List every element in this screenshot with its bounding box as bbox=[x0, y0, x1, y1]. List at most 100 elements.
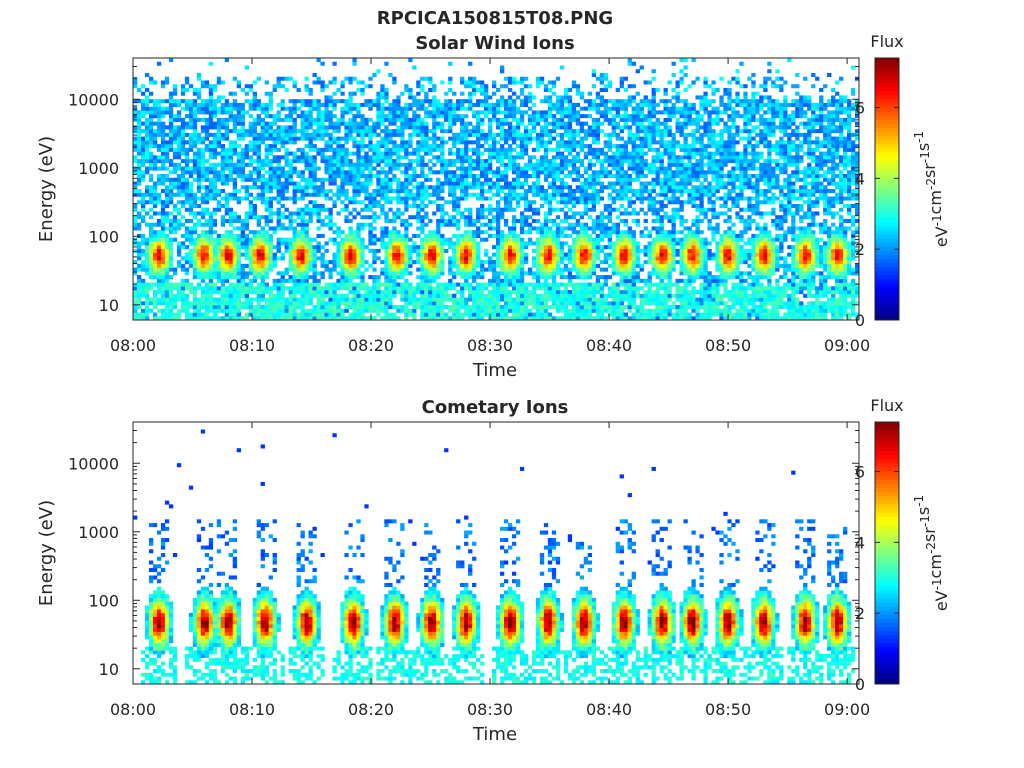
spectrogram-cell bbox=[412, 305, 417, 310]
spectrogram-cell bbox=[133, 181, 138, 186]
spectrogram-cell bbox=[444, 159, 449, 164]
spectrogram-cell bbox=[436, 185, 441, 190]
spectrogram-cell bbox=[376, 282, 381, 287]
spectrogram-cell bbox=[404, 267, 409, 272]
spectrogram-cell bbox=[133, 301, 138, 306]
spectrogram-cell bbox=[328, 290, 333, 295]
spectrogram-cell bbox=[268, 166, 273, 171]
spectrogram-cell bbox=[543, 282, 549, 287]
spectrogram-cell bbox=[200, 177, 206, 182]
spectrogram-cell bbox=[328, 211, 333, 216]
spectrogram-cell bbox=[144, 256, 150, 261]
spectrogram-cell bbox=[312, 72, 317, 78]
spectrogram-cell bbox=[432, 99, 437, 104]
spectrogram-cell bbox=[308, 297, 313, 302]
spectrogram-cell bbox=[352, 248, 357, 253]
spectrogram-cell bbox=[519, 114, 525, 119]
spectrogram-cell bbox=[136, 215, 142, 220]
spectrogram-cell bbox=[404, 245, 409, 250]
spectrogram-cell bbox=[523, 162, 529, 167]
spectrogram-cell bbox=[460, 155, 465, 160]
spectrogram-cell bbox=[519, 282, 525, 287]
spectrogram-cell bbox=[336, 140, 341, 145]
spectrogram-cell bbox=[492, 84, 497, 89]
spectrogram-cell bbox=[396, 155, 401, 160]
spectrogram-cell bbox=[543, 174, 549, 179]
spectrogram-cell bbox=[272, 114, 277, 119]
spectrogram-cell bbox=[380, 226, 385, 231]
spectrogram-cell bbox=[352, 215, 357, 220]
spectrogram-cell bbox=[452, 144, 457, 149]
spectrogram-cell bbox=[324, 215, 329, 220]
spectrogram-cell bbox=[336, 282, 341, 287]
spectrogram-cell bbox=[539, 286, 545, 291]
spectrogram-cell bbox=[208, 267, 214, 272]
spectrogram-cell bbox=[344, 99, 349, 104]
spectrogram-cell bbox=[248, 282, 253, 287]
spectrogram-cell bbox=[436, 159, 441, 164]
spectrogram-cell bbox=[348, 159, 353, 164]
spectrogram-cell bbox=[360, 286, 365, 291]
spectrogram-cell bbox=[499, 267, 505, 272]
spectrogram-cell bbox=[388, 282, 393, 287]
spectrogram-cell bbox=[432, 136, 437, 141]
spectrogram-cell bbox=[320, 87, 325, 92]
spectrogram-cell bbox=[408, 162, 413, 167]
spectrogram-cell bbox=[392, 256, 397, 261]
spectrogram-cell bbox=[156, 263, 162, 268]
spectrogram-cell bbox=[464, 222, 469, 227]
spectrogram-cell bbox=[320, 275, 325, 280]
panel-solar-wind-ions: Solar Wind Ions 08:00 08:10 08:20 08:30 08:4… bbox=[36, 32, 951, 381]
spectrogram-cell bbox=[168, 110, 174, 115]
spectrogram-cell bbox=[436, 260, 441, 265]
spectrogram-cell bbox=[332, 177, 337, 182]
spectrogram-cell bbox=[519, 267, 525, 272]
spectrogram-cell bbox=[416, 245, 421, 250]
spectrogram-cell bbox=[456, 248, 461, 253]
spectrogram-cell bbox=[348, 121, 353, 126]
spectrogram-cell bbox=[364, 125, 369, 130]
spectrogram-cell bbox=[492, 102, 497, 107]
spectrogram-cell bbox=[300, 211, 305, 216]
spectrogram-cell bbox=[276, 102, 281, 107]
spectrogram-cell bbox=[356, 129, 361, 134]
spectrogram-cell bbox=[288, 181, 293, 186]
spectrogram-cell bbox=[531, 166, 537, 171]
spectrogram-cell bbox=[268, 267, 273, 272]
spectrogram-cell bbox=[216, 245, 222, 250]
spectrogram-cell bbox=[168, 106, 174, 111]
spectrogram-cell bbox=[316, 121, 321, 126]
spectrogram-cell bbox=[543, 84, 549, 89]
spectrogram-cell bbox=[519, 308, 525, 313]
spectrogram-cell bbox=[344, 218, 349, 223]
spectrogram-cell bbox=[332, 102, 337, 107]
spectrogram-cell bbox=[420, 84, 425, 89]
spectrogram-cell bbox=[448, 260, 453, 265]
spectrogram-cell bbox=[352, 301, 357, 306]
spectrogram-cell bbox=[464, 260, 469, 265]
spectrogram-cell bbox=[236, 233, 241, 238]
spectrogram-cell bbox=[164, 110, 170, 115]
spectrogram-cell bbox=[472, 267, 477, 272]
spectrogram-cell bbox=[440, 159, 445, 164]
spectrogram-cell bbox=[384, 275, 389, 280]
spectrogram-cell bbox=[200, 233, 206, 238]
spectrogram-cell bbox=[200, 278, 206, 283]
spectrogram-cell bbox=[372, 102, 377, 107]
spectrogram-cell bbox=[503, 278, 509, 283]
spectrogram-cell bbox=[268, 203, 273, 209]
spectrogram-cell bbox=[376, 125, 381, 130]
spectrogram-cell bbox=[264, 263, 269, 268]
spectrogram-cell bbox=[164, 215, 170, 220]
spectrogram-cell bbox=[228, 91, 234, 96]
spectrogram-cell bbox=[324, 312, 329, 317]
spectrogram-cell bbox=[396, 196, 401, 201]
spectrogram-cell bbox=[156, 230, 162, 235]
spectrogram-cell bbox=[236, 256, 241, 261]
spectrogram-cell bbox=[384, 218, 389, 223]
spectrogram-cell bbox=[252, 237, 257, 242]
spectrogram-cell bbox=[208, 110, 214, 115]
spectrogram-cell bbox=[304, 192, 309, 197]
spectrogram-cell bbox=[480, 185, 485, 190]
spectrogram-cell bbox=[292, 106, 297, 111]
